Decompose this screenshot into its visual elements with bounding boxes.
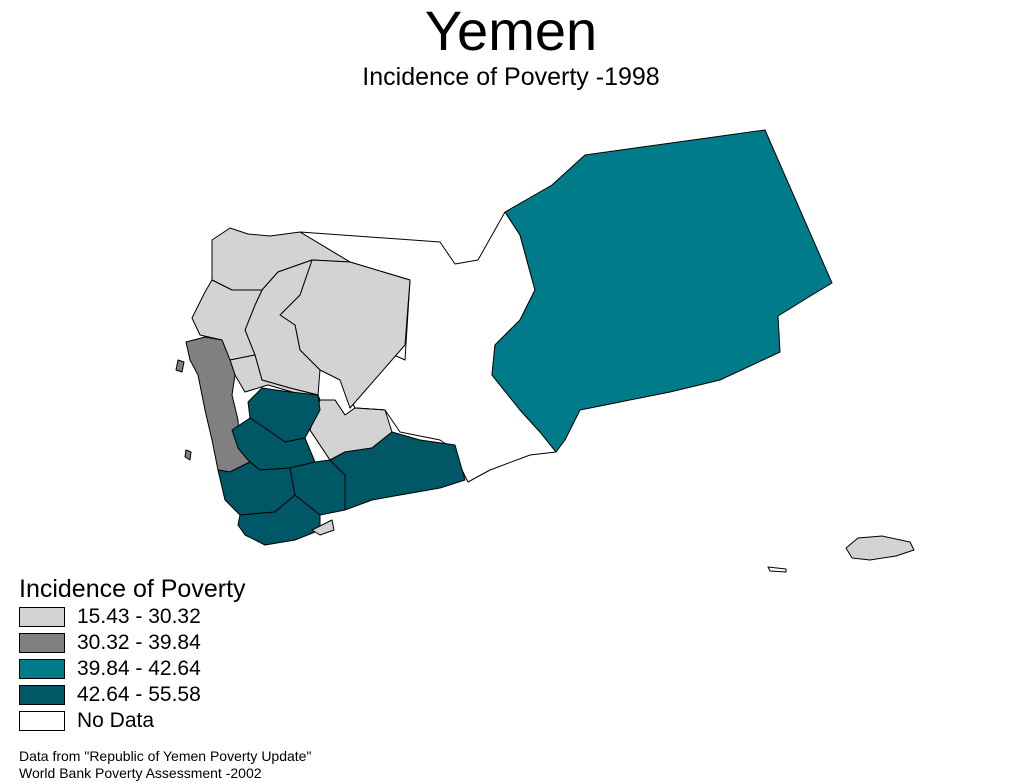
- region-east: [491, 129, 833, 453]
- legend-label: 15.43 - 30.32: [77, 605, 201, 628]
- legend-swatch: [19, 633, 65, 653]
- legend-title: Incidence of Poverty: [19, 575, 246, 603]
- legend-label: 30.32 - 39.84: [77, 631, 201, 654]
- island-abd-al-kuri: [767, 566, 787, 573]
- legend-item: 15.43 - 30.32: [19, 604, 246, 630]
- island-small-west: [184, 449, 192, 461]
- legend-item: 39.84 - 42.64: [19, 656, 246, 682]
- legend-swatch: [19, 659, 65, 679]
- legend-swatch: [19, 711, 65, 731]
- legend-swatch: [19, 607, 65, 627]
- legend-swatch: [19, 685, 65, 705]
- map-title: Yemen: [424, 0, 598, 62]
- legend-item: No Data: [19, 708, 246, 734]
- region-south-2: [237, 494, 321, 546]
- legend-label: 39.84 - 42.64: [77, 657, 201, 680]
- legend-item: 30.32 - 39.84: [19, 630, 246, 656]
- region-south-east: [329, 431, 466, 511]
- map-subtitle: Incidence of Poverty -1998: [362, 63, 660, 91]
- legend-label: No Data: [77, 709, 155, 732]
- island-socotra: [845, 535, 915, 561]
- legend-item: 42.64 - 55.58: [19, 682, 246, 708]
- island-kamaran: [175, 359, 185, 373]
- map-legend: Incidence of Poverty 15.43 - 30.32 30.32…: [19, 574, 246, 734]
- region-aden-light: [311, 519, 335, 536]
- source-line-2: World Bank Poverty Assessment -2002: [19, 765, 262, 781]
- data-source-note: Data from "Republic of Yemen Poverty Upd…: [19, 748, 311, 782]
- legend-label: 42.64 - 55.58: [77, 683, 201, 706]
- source-line-1: Data from "Republic of Yemen Poverty Upd…: [19, 748, 312, 764]
